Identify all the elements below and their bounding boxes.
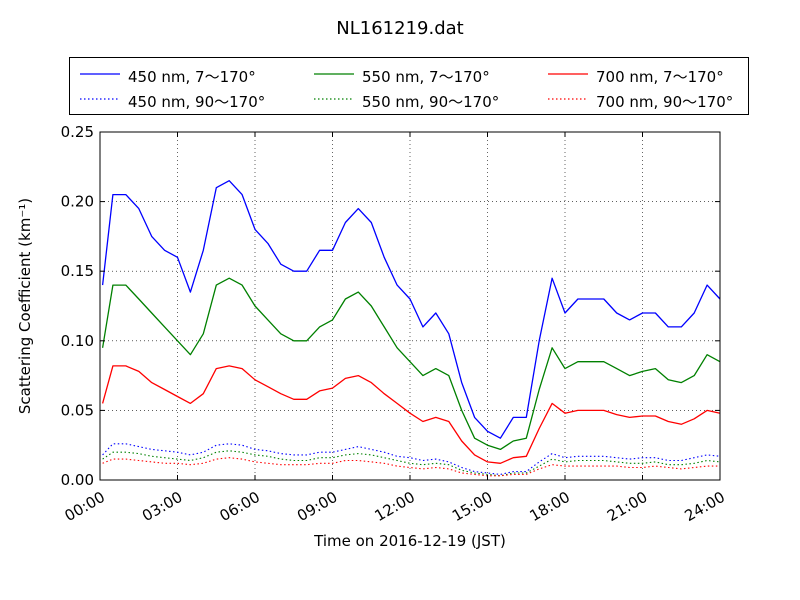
x-tick-label: 18:00 (527, 488, 573, 525)
series-line-3 (102, 443, 721, 475)
series-line-0 (101, 180, 721, 439)
grid-lines (100, 132, 720, 480)
x-axis-label: Time on 2016-12-19 (JST) (313, 532, 506, 550)
series-line-5 (102, 457, 720, 477)
x-tick-label: 09:00 (294, 488, 340, 525)
legend-label: 700 nm, 90～170° (596, 93, 734, 111)
chart-title: NL161219.dat (336, 18, 464, 39)
y-tick-label: 0.10 (61, 332, 94, 350)
legend-label: 450 nm, 90～170° (128, 93, 266, 111)
legend-label: 700 nm, 7～170° (596, 68, 724, 86)
y-tick-label: 0.00 (61, 471, 94, 489)
legend-label: 450 nm, 7～170° (128, 68, 256, 86)
x-tick-label: 00:00 (62, 488, 108, 525)
series-line-2 (101, 365, 721, 464)
axis-ticks: 00:00 03:00 06:00 09:00 12:00 15:00 18:00 21:00… (61, 123, 728, 525)
legend-label: 550 nm, 7～170° (362, 68, 490, 86)
x-tick-label: 24:00 (682, 488, 728, 525)
x-tick-label: 03:00 (139, 488, 185, 525)
series-line-1 (101, 277, 721, 451)
x-tick-label: 15:00 (449, 488, 495, 525)
x-tick-label: 12:00 (372, 488, 418, 525)
y-tick-label: 0.05 (61, 401, 94, 419)
y-axis-label: Scattering Coefficient (km⁻¹) (16, 198, 34, 414)
legend-label: 550 nm, 90～170° (362, 93, 500, 111)
chart-legend: 450 nm, 7～170° 450 nm, 90～170° 550 nm, 7… (69, 57, 749, 115)
x-tick-label: 21:00 (604, 488, 650, 525)
y-tick-label: 0.15 (61, 262, 94, 280)
series-lines (101, 180, 721, 477)
y-tick-label: 0.20 (61, 193, 94, 211)
y-tick-label: 0.25 (61, 123, 94, 141)
x-tick-label: 06:00 (217, 488, 263, 525)
series-line-4 (102, 450, 721, 477)
